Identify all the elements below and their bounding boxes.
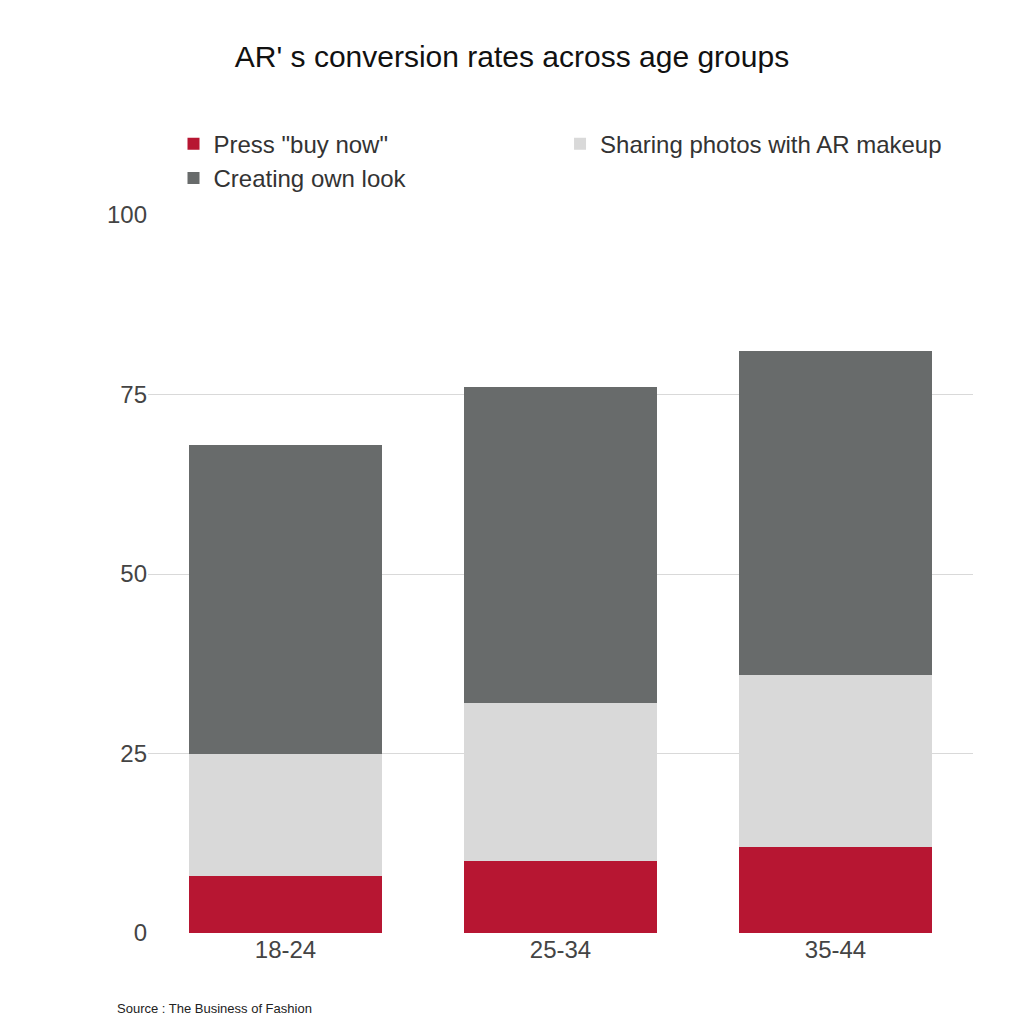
svg-text:50: 50: [120, 560, 147, 587]
svg-text:35-44: 35-44: [805, 936, 866, 963]
svg-text:AR' s conversion rates across: AR' s conversion rates across age groups: [235, 40, 789, 73]
svg-text:18-24: 18-24: [255, 936, 316, 963]
svg-text:25: 25: [120, 740, 147, 767]
svg-text:Sharing photos with AR makeup: Sharing photos with AR makeup: [600, 131, 942, 158]
svg-text:75: 75: [120, 381, 147, 408]
svg-text:0: 0: [134, 919, 147, 946]
svg-text:Source : The Business of Fashi: Source : The Business of Fashion: [117, 1001, 312, 1016]
svg-text:100: 100: [107, 201, 147, 228]
svg-text:Creating own look: Creating own look: [214, 165, 407, 192]
svg-text:Press "buy now": Press "buy now": [214, 131, 388, 158]
svg-text:25-34: 25-34: [530, 936, 591, 963]
